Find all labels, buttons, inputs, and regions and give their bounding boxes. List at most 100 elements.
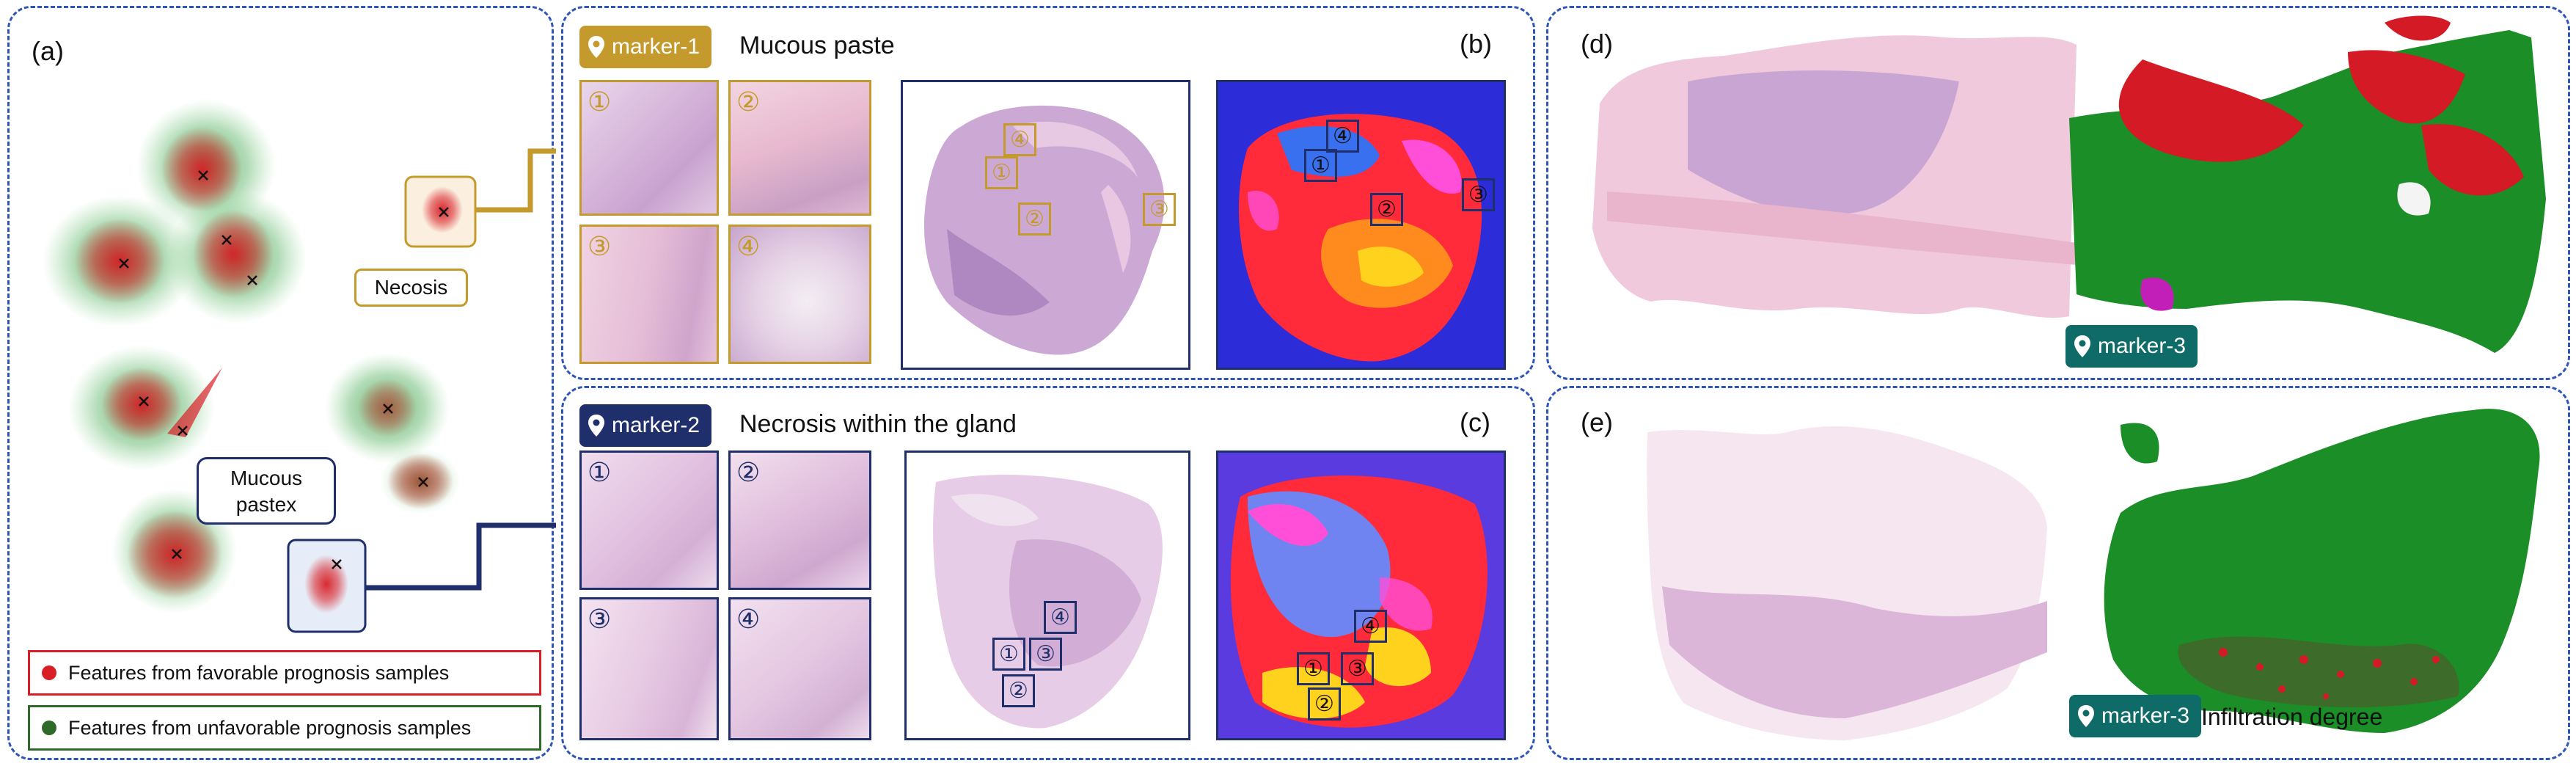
seg-e-map — [2104, 409, 2540, 733]
marker-2-label: marker-2 — [612, 413, 700, 437]
marker-3-tag-d: marker-3 — [2065, 325, 2198, 368]
tile-c-3: ③ — [579, 597, 719, 740]
heat-c-box: ④ — [1354, 610, 1387, 643]
heat-c-box: ② — [1308, 687, 1341, 721]
marker-3-label: marker-3 — [2101, 704, 2190, 728]
tile-number: ③ — [588, 231, 612, 261]
tile-b-2: ② — [728, 80, 871, 216]
marker-3-tag-e: marker-3 — [2069, 695, 2202, 737]
marker-1-label: marker-1 — [612, 34, 700, 59]
wsi-e-slide — [1647, 426, 2047, 740]
tile-number: ② — [736, 457, 761, 487]
wsi-c-box: ③ — [1029, 638, 1062, 671]
heatmap-b-overlay — [1239, 114, 1482, 362]
location-pin-icon — [2078, 705, 2094, 727]
heat-b-box: ① — [1304, 149, 1337, 182]
wsi-c-tissue — [933, 475, 1163, 729]
heat-box-label: ① — [1303, 657, 1323, 681]
cluster-6 — [380, 448, 461, 514]
wsi-b-box: ④ — [1003, 123, 1036, 156]
tile-b-3: ③ — [579, 225, 719, 364]
panel-a-label: (a) — [32, 36, 64, 66]
location-pin-icon — [588, 36, 604, 58]
legend-favorable-label: Features from favorable prognosis sample… — [68, 661, 450, 684]
mucous-arrow — [366, 522, 556, 591]
wsi-b-box: ③ — [1143, 193, 1176, 226]
tile-b-4: ④ — [728, 225, 871, 364]
location-pin-icon — [588, 415, 604, 437]
necrosis-arrow — [476, 148, 556, 213]
heat-c-box: ① — [1297, 652, 1330, 685]
wsi-c-box: ④ — [1044, 601, 1077, 634]
wsi-b-box: ② — [1018, 203, 1051, 236]
panel-e: (e) marker-3 Infiltration degree — [1546, 386, 2570, 760]
marker-3-label: marker-3 — [2098, 334, 2187, 358]
panel-d: (d) marker-3 — [1546, 6, 2570, 380]
tile-number: ① — [588, 87, 612, 117]
wsi-c-box: ① — [992, 638, 1025, 671]
heatmap-b — [1216, 80, 1506, 370]
location-pin-icon — [2074, 335, 2090, 357]
wsi-c-box: ② — [1002, 674, 1035, 707]
wsi-box-label: ② — [1025, 207, 1044, 231]
legend-unfavorable-label: Features from unfavorable prognosis samp… — [68, 716, 472, 739]
heat-c-box: ③ — [1341, 652, 1374, 685]
panel-c-label: (c) — [1460, 407, 1490, 437]
cluster-2 — [43, 195, 197, 327]
panel-c: marker-2 Necrosis within the gland (c) ①… — [561, 386, 1535, 760]
wsi-d-slide — [1592, 35, 2076, 318]
tile-c-4: ④ — [728, 597, 871, 740]
wsi-b-box: ① — [985, 156, 1018, 189]
tile-number: ③ — [588, 604, 612, 634]
heatmap-c — [1216, 451, 1506, 740]
wsi-box-label: ② — [1009, 679, 1028, 703]
mucous-callout: Mucous pastex — [197, 457, 336, 525]
wsi-b-tissue — [923, 105, 1165, 355]
seg-d-map — [2069, 15, 2546, 353]
tile-b-1: ① — [579, 80, 719, 216]
wsi-box-label: ① — [999, 642, 1019, 666]
marker-1-tag: marker-1 — [579, 26, 712, 68]
favorable-dot-icon — [42, 665, 56, 680]
wsi-box-label: ④ — [1010, 128, 1030, 152]
heat-box-label: ④ — [1361, 614, 1380, 638]
panel-d-label: (d) — [1581, 29, 1613, 59]
feature-scatter-plot — [43, 100, 556, 633]
wsi-box-label: ③ — [1149, 197, 1169, 222]
heat-box-label: ④ — [1333, 124, 1353, 148]
necrosis-callout: Necosis — [354, 269, 468, 307]
panel-b-title: Mucous paste — [739, 32, 895, 59]
panel-b-label: (b) — [1460, 29, 1492, 59]
tile-c-2: ② — [728, 451, 871, 590]
tile-number: ② — [736, 87, 761, 117]
tile-c-1: ① — [579, 451, 719, 590]
cluster-4 — [68, 346, 222, 470]
tile-number: ④ — [736, 604, 761, 634]
panel-e-label: (e) — [1581, 407, 1613, 437]
wsi-box-label: ① — [992, 161, 1011, 185]
wsi-c — [904, 451, 1190, 740]
panel-b: marker-1 Mucous paste (b) ① ② ③ ④ ① ② ③ … — [561, 6, 1535, 380]
wsi-box-label: ④ — [1050, 605, 1070, 630]
heat-box-label: ① — [1311, 153, 1331, 178]
cluster-3 — [167, 192, 307, 324]
heat-b-box: ② — [1370, 193, 1403, 226]
tile-number: ① — [588, 457, 612, 487]
heat-box-label: ③ — [1347, 657, 1367, 681]
heat-b-box: ④ — [1326, 120, 1359, 153]
panel-a: (a) — [7, 6, 556, 760]
legend-favorable: Features from favorable prognosis sample… — [28, 650, 541, 696]
heat-b-box: ③ — [1462, 178, 1495, 211]
marker-2-tag: marker-2 — [579, 404, 712, 447]
infiltration-caption: Infiltration degree — [2201, 704, 2383, 730]
wsi-b — [901, 80, 1190, 370]
heat-box-label: ③ — [1468, 183, 1488, 207]
heat-box-label: ② — [1377, 197, 1397, 222]
legend-unfavorable: Features from unfavorable prognosis samp… — [28, 705, 541, 751]
panel-c-title: Necrosis within the gland — [739, 410, 1017, 438]
unfavorable-dot-icon — [42, 721, 56, 735]
tile-number: ④ — [736, 231, 761, 261]
heatmap-c-overlay — [1230, 475, 1488, 728]
wsi-box-label: ③ — [1036, 642, 1055, 666]
heat-box-label: ② — [1314, 692, 1334, 716]
